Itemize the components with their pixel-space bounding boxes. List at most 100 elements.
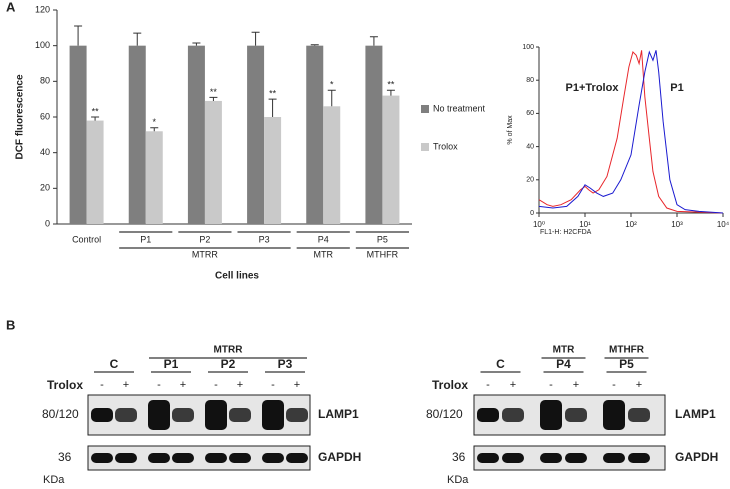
band bbox=[565, 408, 587, 422]
bar bbox=[128, 45, 146, 224]
band bbox=[262, 400, 284, 430]
error-bar bbox=[369, 36, 378, 46]
significance: * bbox=[330, 80, 334, 90]
group-label: MTHFR bbox=[367, 249, 399, 259]
protein-label: LAMP1 bbox=[318, 407, 359, 421]
lane-label: P1 bbox=[164, 357, 179, 371]
band bbox=[565, 453, 587, 463]
x-tick-label: 10² bbox=[625, 220, 637, 229]
lane-label: C bbox=[110, 357, 119, 371]
bar bbox=[86, 120, 104, 224]
band bbox=[229, 453, 251, 463]
band bbox=[148, 400, 170, 430]
y-tick-label: 40 bbox=[40, 147, 50, 157]
legend-label: Trolox bbox=[433, 141, 458, 151]
sign: + bbox=[636, 379, 642, 391]
x-tick-label: 10¹ bbox=[579, 220, 591, 229]
error-bar bbox=[268, 98, 277, 117]
line bbox=[538, 50, 724, 214]
error-bar bbox=[386, 89, 395, 96]
significance: ** bbox=[387, 80, 395, 90]
bar bbox=[69, 45, 87, 224]
x-tick-label: 10⁰ bbox=[533, 220, 545, 229]
line bbox=[538, 50, 724, 214]
group-label: MTRR bbox=[192, 249, 218, 259]
panel-label: B bbox=[6, 317, 15, 332]
sign: + bbox=[294, 379, 300, 391]
x-tick-label: 10⁴ bbox=[717, 220, 730, 229]
band bbox=[115, 408, 137, 422]
bar bbox=[204, 100, 222, 224]
band bbox=[91, 408, 113, 422]
lane-label: C bbox=[496, 357, 505, 371]
y-tick-label: 20 bbox=[40, 183, 50, 193]
panel-label: A bbox=[6, 0, 16, 14]
band bbox=[229, 408, 251, 422]
y-tick-label: 100 bbox=[35, 40, 50, 50]
y-tick-label: 20 bbox=[526, 177, 534, 184]
band bbox=[205, 400, 227, 430]
sign: - bbox=[271, 379, 275, 391]
band bbox=[628, 408, 650, 422]
band bbox=[286, 453, 308, 463]
group-label: MTR bbox=[553, 345, 575, 356]
sign: - bbox=[214, 379, 218, 391]
treatment-label: Trolox bbox=[432, 378, 468, 392]
protein-label: LAMP1 bbox=[675, 407, 716, 421]
lane-label: P3 bbox=[278, 357, 293, 371]
unit-label: KDa bbox=[447, 474, 469, 486]
y-tick-label: 40 bbox=[526, 143, 534, 150]
band bbox=[148, 453, 170, 463]
band bbox=[91, 453, 113, 463]
y-tick-label: 60 bbox=[40, 111, 50, 121]
y-tick-label: 80 bbox=[526, 77, 534, 84]
error-bar bbox=[209, 96, 218, 101]
band bbox=[286, 408, 308, 422]
error-bar bbox=[133, 32, 142, 46]
protein-label: GAPDH bbox=[675, 450, 718, 464]
band bbox=[477, 408, 499, 422]
error-bar bbox=[192, 42, 201, 46]
significance: ** bbox=[269, 89, 277, 99]
significance: ** bbox=[92, 106, 100, 116]
significance: ** bbox=[210, 87, 218, 97]
significance: * bbox=[152, 117, 156, 127]
sign: - bbox=[100, 379, 104, 391]
error-bar bbox=[91, 116, 100, 121]
y-tick-label: 100 bbox=[522, 44, 534, 51]
sign: + bbox=[573, 379, 579, 391]
legend-label: No treatment bbox=[433, 103, 486, 113]
y-axis-label: DCF fluorescence bbox=[15, 74, 26, 159]
band bbox=[603, 400, 625, 430]
error-bar bbox=[74, 25, 83, 46]
lane-label: P4 bbox=[556, 357, 571, 371]
legend-swatch bbox=[421, 105, 429, 113]
band bbox=[502, 453, 524, 463]
x-axis-label: FL1-H: H2CFDA bbox=[540, 229, 592, 236]
sign: - bbox=[157, 379, 161, 391]
weight-label: 36 bbox=[58, 450, 72, 464]
group-label: MTRR bbox=[214, 345, 244, 356]
x-tick-label: Control bbox=[72, 234, 101, 244]
x-tick-label: P5 bbox=[377, 234, 388, 244]
band bbox=[477, 453, 499, 463]
group-label: MTHFR bbox=[609, 345, 645, 356]
y-axis-label: % of Max bbox=[507, 115, 514, 145]
sign: + bbox=[123, 379, 129, 391]
band bbox=[172, 453, 194, 463]
treatment-label: Trolox bbox=[47, 378, 83, 392]
bar bbox=[323, 106, 341, 224]
bar bbox=[382, 95, 400, 224]
band bbox=[603, 453, 625, 463]
x-tick-label: P4 bbox=[318, 234, 329, 244]
lane-label: P2 bbox=[221, 357, 236, 371]
band bbox=[540, 453, 562, 463]
group-label: MTR bbox=[314, 249, 334, 259]
y-tick-label: 120 bbox=[35, 4, 50, 14]
band bbox=[205, 453, 227, 463]
lane-label: P5 bbox=[619, 357, 634, 371]
x-axis-label: Cell lines bbox=[215, 271, 259, 282]
band bbox=[262, 453, 284, 463]
error-bar bbox=[150, 127, 159, 132]
